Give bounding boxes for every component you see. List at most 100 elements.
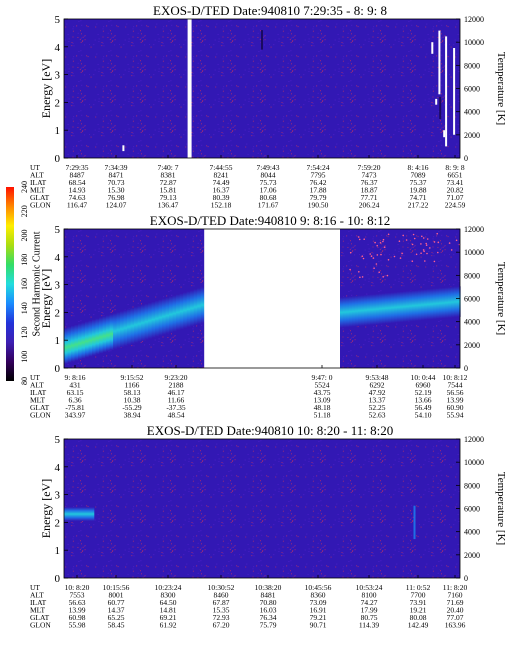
orbit-value: 431 xyxy=(69,381,81,390)
y2-tick-label: 8000 xyxy=(464,481,480,490)
orbit-value: 60.77 xyxy=(108,598,125,607)
orbit-value: 10: 8:20 xyxy=(65,583,90,592)
energy-band-segment xyxy=(91,507,93,521)
energy-band-segment xyxy=(76,507,78,521)
y-tick-label: 2 xyxy=(55,517,61,529)
temperature-point xyxy=(425,244,428,246)
orbit-value: 14.93 xyxy=(69,186,86,195)
orbit-value: 58.13 xyxy=(124,388,141,397)
orbit-value: 7700 xyxy=(411,591,426,600)
orbit-value: 10: 0:44 xyxy=(411,373,436,382)
energy-band-segment xyxy=(70,507,72,521)
orbit-value: 14.81 xyxy=(160,606,177,615)
orbit-value: 10.38 xyxy=(124,396,141,405)
energy-band-segment xyxy=(197,288,202,325)
temperature-point xyxy=(455,239,458,242)
orbit-value: 63.15 xyxy=(67,388,84,397)
orbit-row-label: GLON xyxy=(30,411,51,420)
orbit-value: 171.67 xyxy=(258,201,279,210)
orbit-value: 19.21 xyxy=(410,606,427,615)
orbit-value: 7:44:55 xyxy=(210,163,233,172)
energy-band-segment xyxy=(367,294,371,326)
orbit-value: 8487 xyxy=(70,171,85,180)
orbit-value: 74.71 xyxy=(410,193,427,202)
energy-band-segment xyxy=(430,288,434,320)
temperature-point xyxy=(420,252,422,254)
orbit-value: 76.37 xyxy=(361,178,378,187)
orbit-value: 8100 xyxy=(362,591,377,600)
orbit-value: 8241 xyxy=(214,171,229,180)
energy-band-segment xyxy=(80,507,82,521)
orbit-value: 152.18 xyxy=(211,201,232,210)
orbit-value: 116.47 xyxy=(67,201,88,210)
orbit-value: 9:23:20 xyxy=(165,373,188,382)
orbit-value: 7:34:39 xyxy=(105,163,128,172)
temperature-point xyxy=(386,274,389,277)
orbit-value: 11.66 xyxy=(168,396,185,405)
temperature-point xyxy=(421,235,423,238)
orbit-value: 13.09 xyxy=(314,396,331,405)
energy-band-segment xyxy=(415,290,419,321)
energy-band-segment xyxy=(361,295,365,326)
orbit-value: 72.87 xyxy=(160,178,177,187)
temperature-point xyxy=(415,253,418,256)
energy-band-segment xyxy=(379,293,383,325)
temperature-point xyxy=(437,251,439,254)
energy-band-segment xyxy=(376,293,380,325)
orbit-value: 20.40 xyxy=(447,606,464,615)
temperature-point xyxy=(382,238,385,241)
orbit-value: 8381 xyxy=(161,171,176,180)
temperature-point xyxy=(361,255,364,257)
orbit-value: 51.18 xyxy=(314,411,331,420)
orbit-row-label: GLAT xyxy=(30,403,50,412)
orbit-value: 5524 xyxy=(315,381,330,390)
orbit-value: 8460 xyxy=(214,591,229,600)
orbit-value: 80.08 xyxy=(410,613,427,622)
orbit-value: 68.54 xyxy=(69,178,86,187)
energy-band-segment xyxy=(72,507,75,521)
temperature-point xyxy=(399,257,402,259)
energy-band-segment xyxy=(457,286,461,317)
orbit-value: 16.03 xyxy=(260,606,277,615)
spectral-streak xyxy=(413,505,416,540)
orbit-value: 11: 8:20 xyxy=(443,583,468,592)
y-tick-label: 5 xyxy=(55,14,61,26)
orbit-value: 48.54 xyxy=(168,411,185,420)
energy-band-segment xyxy=(99,317,104,354)
y2-tick-label: 0 xyxy=(464,574,468,583)
energy-band-segment xyxy=(79,507,81,521)
temperature-point xyxy=(436,232,439,235)
y2-tick-label: 12000 xyxy=(464,225,484,234)
orbit-value: 80.39 xyxy=(213,193,230,202)
temperature-point xyxy=(383,246,386,248)
orbit-value: 7473 xyxy=(362,171,377,180)
energy-band-segment xyxy=(74,507,76,521)
temperature-point xyxy=(373,267,375,270)
energy-band-segment xyxy=(64,327,69,364)
orbit-value: 52.25 xyxy=(369,403,386,412)
temperature-point xyxy=(422,237,425,239)
temperature-point xyxy=(380,253,382,256)
y2-tick-label: 8000 xyxy=(464,271,480,280)
orbit-value: 13.99 xyxy=(447,396,464,405)
energy-band-segment xyxy=(78,507,80,521)
energy-band-segment xyxy=(355,295,359,327)
orbit-value: 1166 xyxy=(125,381,140,390)
y2-tick-label: 10000 xyxy=(464,248,484,257)
colorbar: 80 100 120 140 160 180 200 220 240 Second Harmoni… xyxy=(6,181,42,385)
temperature-point xyxy=(437,241,440,244)
energy-band-segment xyxy=(391,292,395,323)
energy-band-segment xyxy=(113,313,118,350)
orbit-value: 8044 xyxy=(261,171,276,180)
orbit-value: 8471 xyxy=(109,171,124,180)
orbit-value: 7795 xyxy=(311,171,326,180)
spectrogram-background xyxy=(64,439,460,578)
orbit-value: 7553 xyxy=(70,591,85,600)
y2-axis-label: Temperature [K] xyxy=(495,262,505,335)
energy-band-segment xyxy=(90,507,92,521)
energy-band-segment xyxy=(346,296,350,328)
energy-band-segment xyxy=(68,507,70,521)
orbit-value: 73.91 xyxy=(410,598,427,607)
orbit-value: 80.68 xyxy=(260,193,277,202)
energy-band-segment xyxy=(200,287,205,324)
